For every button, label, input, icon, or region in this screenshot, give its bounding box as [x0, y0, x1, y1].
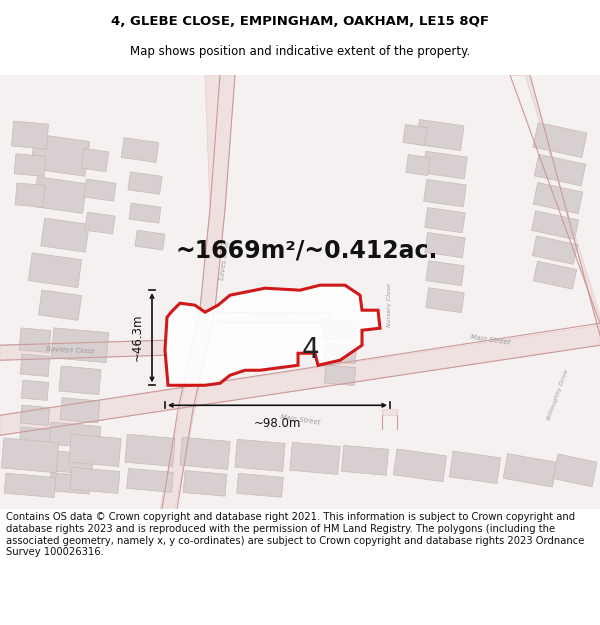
Polygon shape [449, 451, 500, 484]
Polygon shape [183, 471, 227, 496]
Polygon shape [422, 151, 467, 179]
Polygon shape [324, 365, 356, 386]
Polygon shape [51, 328, 109, 362]
Polygon shape [11, 121, 49, 149]
Text: Glebe Close: Glebe Close [249, 312, 287, 318]
Polygon shape [406, 154, 430, 176]
Text: ~1669m²/~0.412ac.: ~1669m²/~0.412ac. [175, 238, 437, 262]
Polygon shape [20, 405, 50, 426]
Polygon shape [510, 75, 600, 335]
Polygon shape [533, 261, 577, 289]
Polygon shape [322, 319, 358, 342]
Polygon shape [69, 434, 121, 466]
Polygon shape [41, 218, 89, 252]
Polygon shape [33, 177, 87, 214]
Polygon shape [19, 427, 51, 448]
Polygon shape [31, 134, 89, 176]
Polygon shape [0, 340, 165, 360]
Text: Nursery Close: Nursery Close [388, 283, 392, 327]
Polygon shape [503, 454, 557, 487]
Text: 4, GLEBE CLOSE, EMPINGHAM, OAKHAM, LE15 8QF: 4, GLEBE CLOSE, EMPINGHAM, OAKHAM, LE15 … [111, 14, 489, 28]
Polygon shape [84, 179, 116, 201]
Polygon shape [323, 343, 357, 364]
Polygon shape [121, 138, 159, 162]
Polygon shape [4, 473, 56, 498]
Polygon shape [165, 285, 380, 385]
Polygon shape [424, 179, 466, 207]
Polygon shape [553, 454, 597, 487]
Polygon shape [28, 253, 82, 288]
Polygon shape [70, 468, 120, 493]
Polygon shape [129, 203, 161, 223]
Polygon shape [425, 208, 465, 232]
Polygon shape [533, 122, 587, 158]
Polygon shape [382, 409, 397, 415]
Polygon shape [290, 442, 340, 474]
Polygon shape [49, 472, 91, 494]
Text: Bayleys Close: Bayleys Close [46, 346, 94, 354]
Polygon shape [210, 310, 330, 323]
Text: Main Street: Main Street [470, 334, 511, 346]
Polygon shape [533, 182, 583, 214]
Text: Map shows position and indicative extent of the property.: Map shows position and indicative extent… [130, 46, 470, 58]
Polygon shape [403, 124, 427, 146]
Polygon shape [534, 154, 586, 186]
Polygon shape [1, 438, 59, 472]
Polygon shape [49, 422, 101, 449]
Polygon shape [125, 434, 175, 466]
Polygon shape [13, 450, 47, 471]
Polygon shape [81, 148, 109, 172]
Polygon shape [426, 288, 464, 312]
Polygon shape [19, 328, 51, 352]
Text: Loves Lane: Loves Lane [219, 240, 231, 280]
Polygon shape [237, 473, 283, 498]
Text: ~98.0m: ~98.0m [254, 418, 301, 430]
Polygon shape [394, 449, 446, 482]
Text: Main Street: Main Street [280, 414, 320, 426]
Polygon shape [341, 446, 389, 475]
Polygon shape [85, 213, 115, 234]
Polygon shape [127, 468, 173, 492]
Polygon shape [21, 380, 49, 401]
Polygon shape [60, 398, 100, 423]
Polygon shape [38, 290, 82, 321]
Polygon shape [160, 75, 235, 509]
Polygon shape [20, 354, 50, 376]
Polygon shape [14, 154, 46, 176]
Polygon shape [180, 438, 230, 469]
Polygon shape [128, 172, 162, 194]
Polygon shape [426, 261, 464, 286]
Polygon shape [416, 119, 464, 151]
Polygon shape [425, 232, 465, 258]
Polygon shape [235, 439, 285, 471]
Polygon shape [532, 211, 578, 239]
Polygon shape [15, 183, 45, 208]
Polygon shape [135, 230, 165, 250]
Text: Willoughby Drive: Willoughby Drive [547, 369, 569, 421]
Text: 4: 4 [301, 336, 319, 364]
Text: Contains OS data © Crown copyright and database right 2021. This information is : Contains OS data © Crown copyright and d… [6, 512, 584, 558]
Polygon shape [0, 325, 600, 435]
Text: ~46.3m: ~46.3m [131, 314, 144, 361]
Polygon shape [532, 236, 578, 264]
Polygon shape [59, 366, 101, 394]
Polygon shape [47, 451, 93, 474]
